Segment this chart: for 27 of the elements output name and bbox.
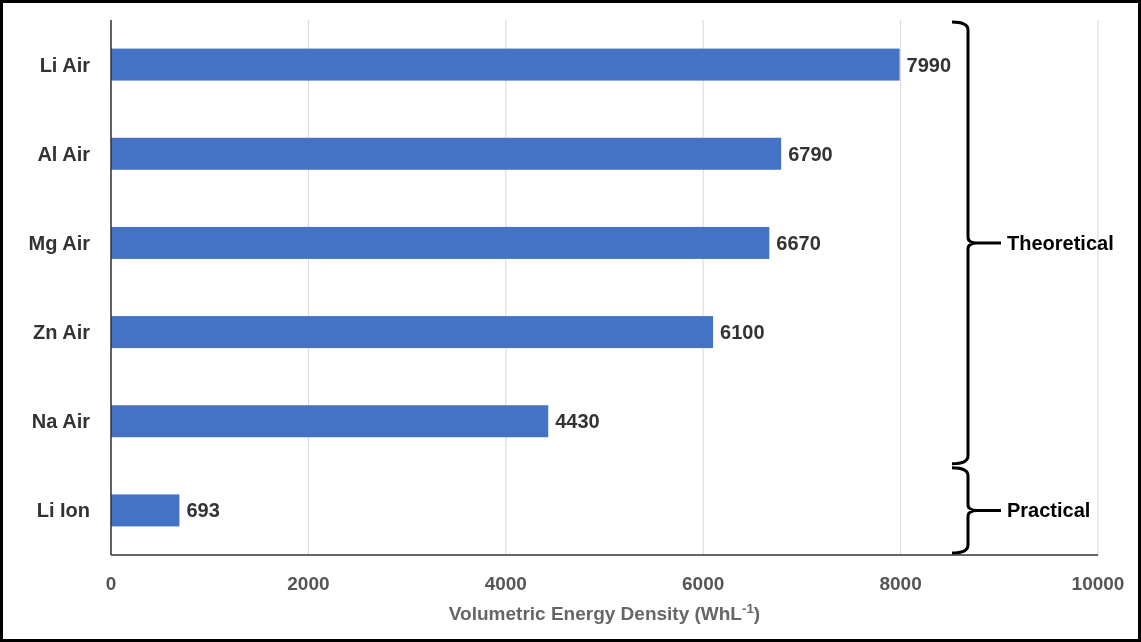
x-tick-label: 6000 — [682, 573, 725, 594]
bar — [111, 48, 900, 81]
data-label: 7990 — [906, 53, 952, 76]
bar — [111, 405, 549, 438]
y-tick-label: Li Ion — [36, 499, 90, 522]
bar — [111, 137, 782, 170]
data-label: 4430 — [555, 410, 600, 433]
x-tick-label: 0 — [105, 573, 117, 594]
bar — [111, 226, 770, 259]
y-tick-label: Mg Air — [28, 231, 91, 254]
bar — [111, 316, 714, 349]
y-tick-label: Al Air — [37, 142, 91, 165]
data-label: 693 — [186, 499, 220, 522]
annotation: Practical — [1007, 499, 1091, 522]
data-label: 6790 — [788, 142, 833, 165]
y-tick-label: Na Air — [31, 410, 91, 433]
x-tick-label: 4000 — [484, 573, 527, 594]
annotation: Theoretical — [1007, 231, 1114, 254]
x-tick-label: 10000 — [1071, 573, 1125, 594]
x-axis-title: Volumetric Energy Density (WhL$^{-1}$) — [448, 600, 761, 624]
y-tick-label: Zn Air — [32, 321, 91, 344]
bar — [111, 494, 180, 527]
data-label: 6100 — [720, 321, 765, 344]
x-tick-label: 2000 — [287, 573, 330, 594]
x-tick-label: 8000 — [879, 573, 922, 594]
data-label: 6670 — [776, 231, 821, 254]
y-tick-label: Li Air — [39, 53, 91, 76]
